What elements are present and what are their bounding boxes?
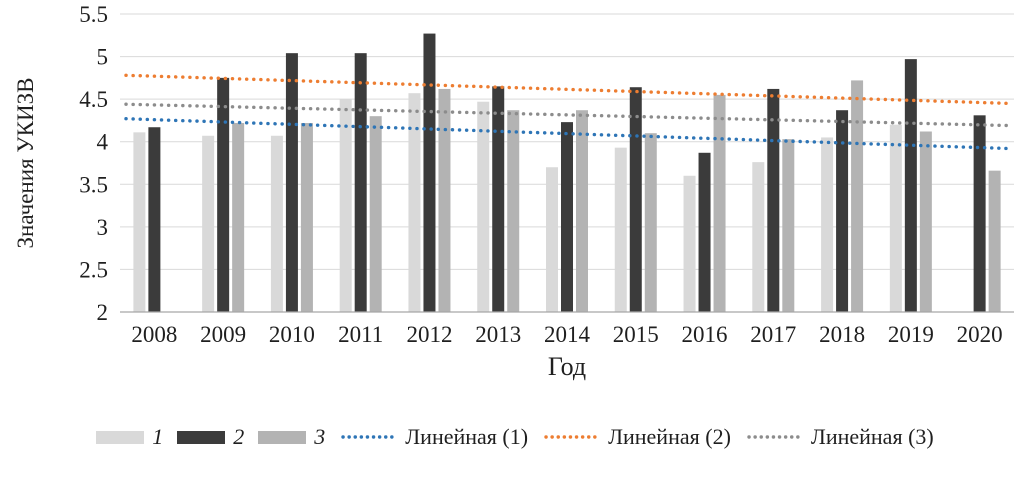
- x-tick-label: 2013: [475, 322, 521, 347]
- y-tick-label: 5.5: [79, 2, 108, 27]
- y-axis-title: Значения УКИЗВ: [13, 77, 38, 249]
- bar-series1-2019: [889, 124, 902, 312]
- bar-series1-2009: [202, 135, 215, 312]
- x-tick-label: 2015: [613, 322, 659, 347]
- legend-line-sample-trend-3: [747, 435, 801, 439]
- legend-item-trend-1: Линейная (1): [339, 424, 528, 450]
- bar-series2-2017: [767, 88, 780, 312]
- bar-series2-2013: [492, 86, 505, 312]
- legend-item-trend-3: Линейная (3): [745, 424, 934, 450]
- bar-series2-2009: [217, 77, 230, 312]
- legend-item-trend-2: Линейная (2): [542, 424, 731, 450]
- x-tick-label: 2016: [682, 322, 728, 347]
- bar-series1-2016: [683, 175, 696, 312]
- x-tick-label: 2014: [544, 322, 591, 347]
- bar-series3-2015: [644, 133, 657, 312]
- x-tick-label: 2018: [819, 322, 865, 347]
- legend-item-series-2: 2: [177, 424, 244, 450]
- legend-label-trend-1: Линейная (1): [405, 424, 529, 449]
- y-tick-label: 5: [97, 45, 109, 70]
- bar-series3-2017: [782, 139, 795, 312]
- legend-line-sample-trend-1: [341, 435, 395, 439]
- bar-series3-2012: [438, 88, 451, 312]
- trendline-3: [124, 102, 1010, 128]
- bar-series2-2011: [354, 53, 367, 313]
- bar-series3-2014: [576, 110, 588, 312]
- bar-series3-2020: [988, 170, 1001, 312]
- bar-series2-2020: [973, 115, 986, 312]
- bar-series1-2017: [752, 162, 765, 312]
- bar-series2-2019: [904, 59, 917, 312]
- bar-series1-2018: [821, 137, 834, 312]
- bar-series2-2014: [561, 122, 573, 312]
- x-tick-label: 2012: [406, 322, 452, 347]
- legend-swatch-series-2: [177, 430, 226, 444]
- bar-chart-plot: 2 2.5 3 3.5 4 4.5 5 5.5 2008 2009 2010 2011 2012 2013…: [79, 2, 1014, 347]
- bar-series1-2015: [614, 147, 627, 312]
- legend-swatch-series-3: [258, 430, 307, 444]
- x-tick-label: 2008: [131, 322, 177, 347]
- bar-series2-2016: [698, 152, 711, 312]
- y-tick-label: 3: [97, 215, 109, 240]
- legend-label-series-3: 3: [314, 424, 326, 449]
- bar-series1-2010: [270, 135, 283, 312]
- x-tick-label: 2020: [957, 322, 1003, 347]
- bar-series2-2015: [629, 87, 642, 312]
- y-tick-label: 2.5: [79, 257, 108, 282]
- legend-label-series-1: 1: [152, 424, 164, 449]
- x-axis-title: Год: [547, 352, 587, 381]
- trendline-1: [124, 117, 1010, 151]
- chart-legend: 1 2 3 Линейная (1) Линейная (2) Линейная (3): [0, 424, 1030, 450]
- bar-series3-2010: [300, 122, 313, 313]
- bar-series2-2008: [148, 127, 161, 313]
- legend-item-series-1: 1: [96, 424, 163, 450]
- bar-series2-2010: [285, 53, 298, 313]
- y-tick-label: 3.5: [79, 172, 108, 197]
- bar-series2-2018: [836, 110, 849, 312]
- bar-series1-2011: [339, 99, 352, 313]
- bar-series3-2016: [713, 94, 726, 312]
- bar-series1-2013: [477, 101, 490, 312]
- x-tick-label: 2009: [200, 322, 246, 347]
- bar-series3-2011: [369, 116, 382, 313]
- bar-series3-2018: [851, 80, 864, 312]
- legend-label-series-2: 2: [233, 424, 245, 449]
- y-tick-label: 4: [97, 130, 109, 155]
- bar-series3-2019: [919, 131, 932, 312]
- x-tick-label: 2019: [888, 322, 934, 347]
- trendline-2: [124, 73, 1010, 106]
- x-tick-label: 2011: [338, 322, 383, 347]
- legend-item-series-3: 3: [258, 424, 325, 450]
- bar-series3-2009: [232, 122, 245, 313]
- bar-series1-2014: [546, 167, 558, 312]
- y-tick-label: 4.5: [79, 87, 108, 112]
- x-tick-label: 2017: [750, 322, 796, 347]
- legend-label-trend-2: Линейная (2): [608, 424, 731, 449]
- bar-series3-2013: [507, 110, 520, 312]
- bar-series1-2008: [133, 132, 146, 312]
- bar-series1-2012: [408, 93, 421, 312]
- legend-line-sample-trend-2: [544, 435, 598, 439]
- bar-series2-2012: [423, 33, 436, 312]
- y-tick-label: 2: [97, 300, 109, 325]
- legend-swatch-series-1: [96, 430, 145, 444]
- x-tick-label: 2010: [269, 322, 315, 347]
- legend-label-trend-3: Линейная (3): [810, 424, 934, 449]
